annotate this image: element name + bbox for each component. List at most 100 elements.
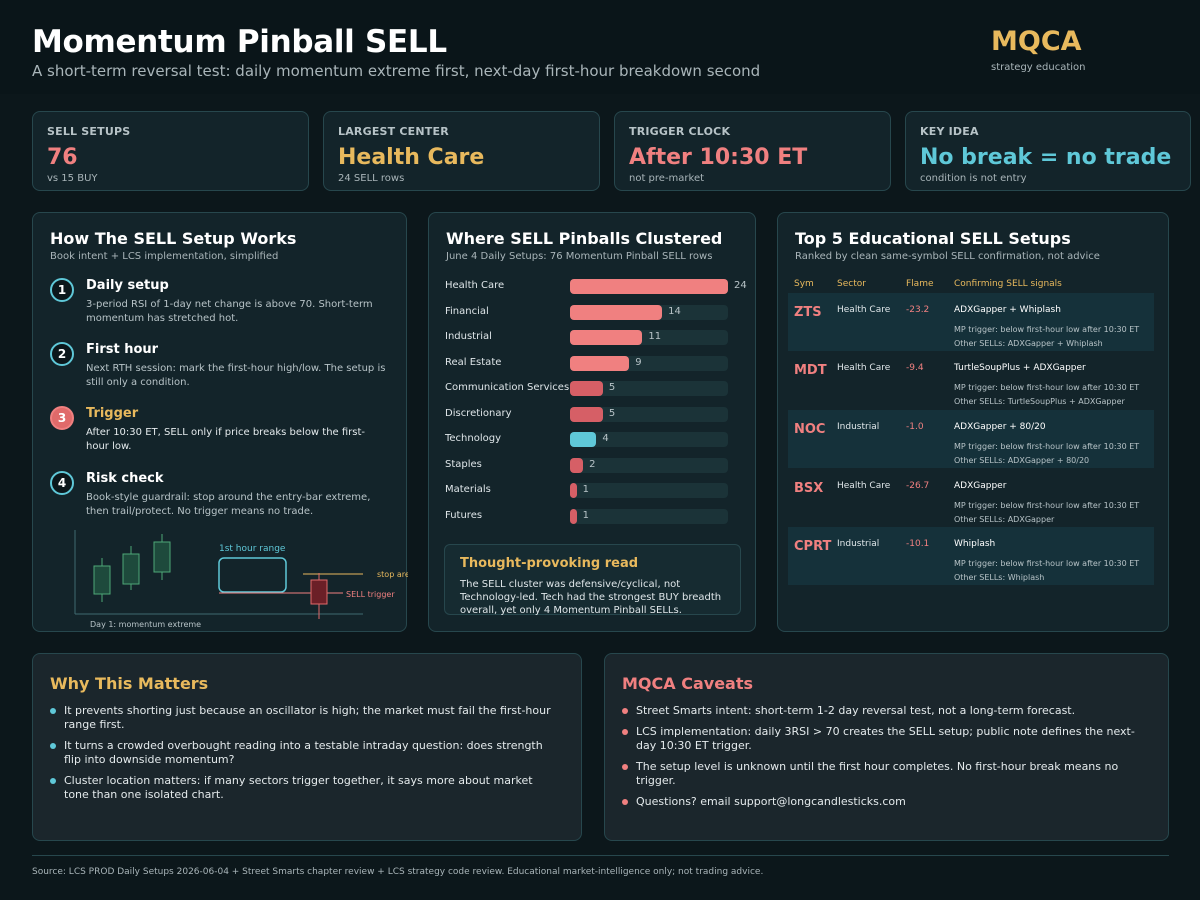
bullet-dot-icon <box>50 743 56 749</box>
thought-callout: Thought-provoking read The SELL cluster … <box>444 544 741 616</box>
symbol: BSX <box>794 481 824 496</box>
bullet-dot-icon <box>50 708 56 714</box>
symbol: NOC <box>794 422 826 437</box>
table-row: ZTS Health Care -23.2 ADXGapper + Whipla… <box>788 293 1154 351</box>
trigger-note: MP trigger: below first-hour low after 1… <box>954 325 1140 334</box>
table-row: BSX Health Care -26.7 ADXGapper MP trigg… <box>788 469 1154 527</box>
signals: Whiplash <box>954 539 996 549</box>
page-subtitle: A short-term reversal test: daily moment… <box>32 62 761 80</box>
bullet-dot-icon <box>50 778 56 784</box>
list-item: It prevents shorting just because an osc… <box>50 704 560 732</box>
sector: Industrial <box>837 422 880 432</box>
bar-industrial <box>570 330 643 345</box>
bar-track-financial <box>570 304 728 320</box>
brand-tagline: strategy education <box>991 62 1086 73</box>
callout-title: Thought-provoking read <box>460 556 639 571</box>
bar-label-staples: Staples <box>445 458 482 470</box>
bullet-dot-icon <box>622 799 628 805</box>
bullet-text: It prevents shorting just because an osc… <box>64 704 551 731</box>
panel-subtitle: Book intent + LCS implementation, simpli… <box>50 251 279 262</box>
sector: Health Care <box>837 481 891 491</box>
trigger-note: MP trigger: below first-hour low after 1… <box>954 442 1140 451</box>
page-title: Momentum Pinball SELL <box>32 24 447 60</box>
bar-value-financial: 14 <box>668 305 681 317</box>
bar-label-communication-services: Communication Services <box>445 382 570 393</box>
kpi-note: not pre-market <box>629 173 705 184</box>
panel-title: How The SELL Setup Works <box>50 229 297 248</box>
kpi-card-largest-center: LARGEST CENTER Health Care 24 SELL rows <box>323 111 600 191</box>
step-number: 1 <box>50 278 74 302</box>
column-header-flame: Flame <box>906 279 934 289</box>
bar-track-discretionary <box>570 406 728 422</box>
why-bullets: It prevents shorting just because an osc… <box>50 704 560 809</box>
bar-futures <box>570 508 577 524</box>
step-title: Risk check <box>86 471 164 486</box>
bar-discretionary <box>570 406 603 422</box>
signal-details: MP trigger: below first-hour low after 1… <box>954 381 1139 409</box>
caveat-bullets: Street Smarts intent: short-term 1-2 day… <box>622 704 1142 816</box>
signals: ADXGapper + Whiplash <box>954 305 1061 315</box>
bar-chart: Health Care 24 Financial 14 Industrial 11 Real… <box>429 213 757 543</box>
momentum-candle-1 <box>93 558 111 602</box>
list-item: LCS implementation: daily 3RSI > 70 crea… <box>622 725 1142 753</box>
bar-value-technology: 4 <box>602 433 609 444</box>
step-title: Daily setup <box>86 278 169 293</box>
step-title: First hour <box>86 342 159 357</box>
step-description: After 10:30 ET, SELL only if price break… <box>86 427 366 452</box>
kpi-card-key-idea: KEY IDEA No break = no trade condition i… <box>905 111 1191 191</box>
bar-health-care <box>570 279 728 294</box>
bar-value-discretionary: 5 <box>608 407 616 419</box>
panel-title: Top 5 Educational SELL Setups <box>795 229 1071 248</box>
step-description: 3-period RSI of 1-day net change is abov… <box>86 299 373 324</box>
stop-label: stop area <box>377 570 408 579</box>
column-header-signals: Confirming SELL signals <box>954 279 1062 289</box>
trigger-note: MP trigger: below first-hour low after 1… <box>954 383 1140 392</box>
signal-details: MP trigger: below first-hour low after 1… <box>954 440 1139 468</box>
column-header-sym: Sym <box>794 279 814 289</box>
bar-value-staples: 2 <box>589 458 596 470</box>
list-item: The setup level is unknown until the fir… <box>622 760 1142 788</box>
bar-track-industrial <box>570 330 728 345</box>
bar-label-materials: Materials <box>445 484 491 495</box>
sector: Industrial <box>837 539 880 549</box>
how-it-works-panel: How The SELL Setup Works Book intent + L… <box>32 212 408 632</box>
bar-track-real-estate <box>570 355 728 371</box>
table-row: CPRT Industrial -10.1 Whiplash MP trigge… <box>788 527 1154 585</box>
caveats-panel: MQCA Caveats Street Smarts intent: short… <box>604 653 1169 841</box>
symbol: ZTS <box>794 305 822 320</box>
flame-value: -26.7 <box>906 481 930 491</box>
bar-track-communication-services <box>570 381 728 396</box>
bullet-text: Cluster location matters: if many sector… <box>64 774 533 801</box>
chart-title: Where SELL Pinballs Clustered <box>446 229 723 248</box>
trigger-note: MP trigger: below first-hour low after 1… <box>954 559 1140 568</box>
kpi-label: TRIGGER CLOCK <box>629 125 731 138</box>
momentum-candle-2 <box>122 546 140 590</box>
flame-value: -9.4 <box>906 363 924 373</box>
bar-label-health-care: Health Care <box>445 280 505 291</box>
bar-value-communication-services: 5 <box>608 382 616 393</box>
bar-value-futures: 1 <box>582 509 589 521</box>
other-sells-note: Other SELLs: ADXGapper <box>954 515 1055 524</box>
list-item: Questions? email support@longcandlestick… <box>622 795 1142 809</box>
footer-divider <box>32 855 1169 856</box>
bullet-dot-icon <box>622 729 628 735</box>
bar-label-industrial: Industrial <box>445 331 492 342</box>
list-item: Cluster location matters: if many sector… <box>50 774 560 802</box>
other-sells-note: Other SELLs: ADXGapper + Whiplash <box>954 339 1103 348</box>
bullet-text: Questions? email support@longcandlestick… <box>636 795 906 808</box>
kpi-label: SELL SETUPS <box>47 125 131 138</box>
signals: ADXGapper + 80/20 <box>954 422 1046 432</box>
bar-financial <box>570 304 663 320</box>
flame-value: -23.2 <box>906 305 930 315</box>
bar-label-discretionary: Discretionary <box>445 407 512 419</box>
bar-track-health-care <box>570 279 728 294</box>
kpi-value: Health Care <box>338 145 485 170</box>
bar-track-staples <box>570 457 728 473</box>
setup-diagram: 1st hour range stop area SELL trigger Da… <box>74 530 408 629</box>
kpi-value: After 10:30 ET <box>629 145 808 170</box>
kpi-note: vs 15 BUY <box>47 173 98 184</box>
bar-value-materials: 1 <box>582 484 589 495</box>
bar-value-industrial: 11 <box>648 331 662 342</box>
flame-value: -1.0 <box>906 422 924 432</box>
signal-details: MP trigger: below first-hour low after 1… <box>954 323 1139 351</box>
